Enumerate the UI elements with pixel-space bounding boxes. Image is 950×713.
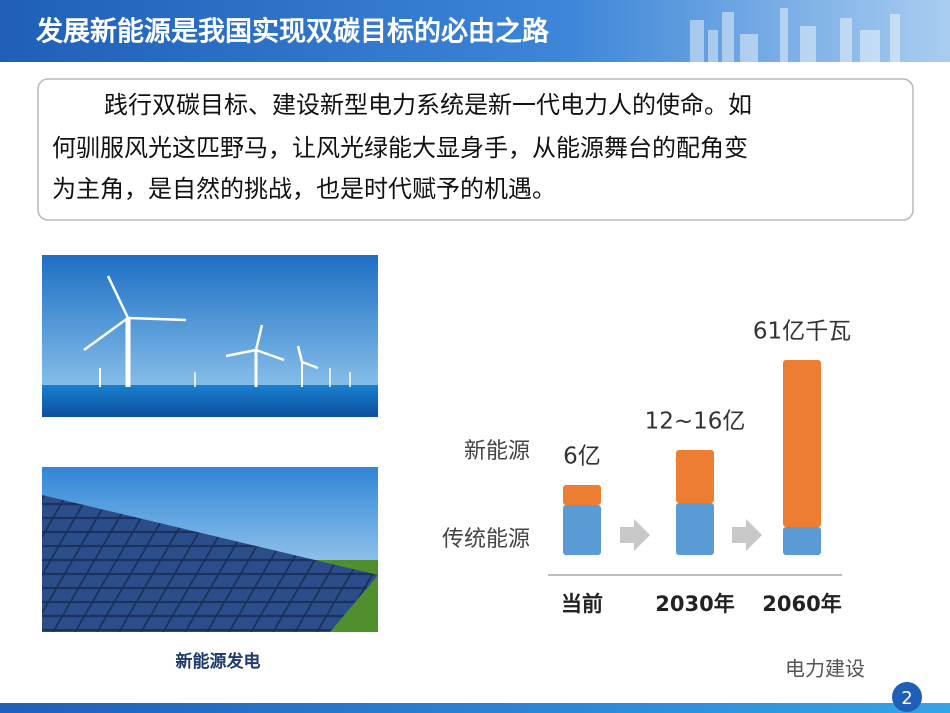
bar-label: 12~16亿 <box>645 409 746 435</box>
x-tick-label: 当前 <box>561 592 603 616</box>
bar-segment <box>676 450 714 503</box>
paragraph-line: 为主角，是自然的挑战，也是时代赋予的机遇。 <box>52 175 556 203</box>
paragraph-line: 何驯服风光这匹野马，让风光绿能大显身手，从能源舞台的配角变 <box>52 134 748 162</box>
skyline <box>690 8 900 62</box>
bar-segment <box>563 505 601 555</box>
page-badge <box>892 682 922 712</box>
arrow <box>732 519 762 551</box>
bar-label: 6亿 <box>563 444 601 470</box>
bar-segment <box>783 360 821 527</box>
bar-label: 61亿千瓦 <box>753 319 851 345</box>
bar-segment <box>563 485 601 505</box>
solar-photo <box>42 467 378 632</box>
wind-photo <box>42 255 378 417</box>
page-number: 2 <box>901 688 912 709</box>
x-tick-label: 2030年 <box>655 592 734 616</box>
bar-segment <box>676 503 714 555</box>
watermark: 电力建设 <box>785 657 865 681</box>
legend-label: 新能源 <box>464 439 530 464</box>
photo-caption: 新能源发电 <box>176 651 261 672</box>
legend-label: 传统能源 <box>442 527 530 552</box>
header-title: 发展新能源是我国实现双碳目标的必由之路 <box>35 16 550 48</box>
header-band <box>0 0 950 62</box>
x-tick-label: 2060年 <box>762 592 841 616</box>
paragraph-line: 践行双碳目标、建设新型电力系统是新一代电力人的使命。如 <box>104 91 752 119</box>
arrow <box>620 519 650 551</box>
bar-segment <box>783 527 821 555</box>
footer-band <box>0 703 950 713</box>
text-box <box>37 78 914 221</box>
